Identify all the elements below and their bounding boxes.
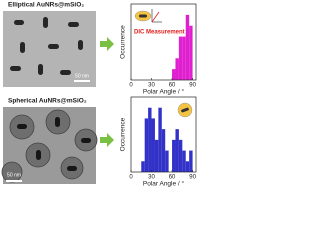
- bar: [158, 107, 162, 172]
- inset-icon: [134, 9, 162, 23]
- scale-bar-label: 50 nm: [7, 172, 21, 178]
- bar: [148, 107, 152, 172]
- arrow: [100, 37, 114, 51]
- bar: [161, 129, 166, 172]
- bar: [175, 58, 179, 80]
- bar: [154, 139, 159, 172]
- scale-bar-label: 50 nm: [75, 73, 89, 79]
- x-tick-label: 90: [189, 83, 196, 89]
- inset-icon: [177, 102, 193, 118]
- y-axis-label: Occurrence: [120, 117, 127, 151]
- bar: [178, 36, 183, 80]
- figure: Elliptical AuNRs@mSiO₂ 50 nm Spherical A…: [1, 2, 197, 188]
- bar: [144, 118, 149, 172]
- x-tick-label: 30: [148, 175, 155, 181]
- bar: [189, 150, 193, 172]
- plot-frame: [130, 3, 197, 81]
- x-axis-label: Polar Angle / °: [143, 88, 185, 96]
- x-tick-label: 60: [169, 175, 176, 181]
- bar: [165, 150, 169, 172]
- bar: [141, 161, 145, 172]
- plot-frame: [130, 96, 197, 173]
- bar: [189, 25, 193, 80]
- y-axis-label: Occurrence: [120, 25, 127, 59]
- bar: [182, 150, 186, 172]
- annotation: DIC Measurement: [134, 30, 185, 36]
- x-tick-label: 60: [169, 83, 176, 89]
- micrograph: [1, 107, 98, 184]
- x-tick-label: 0: [129, 83, 133, 89]
- panel-label: Spherical AuNRs@mSiO₂: [8, 98, 87, 105]
- panel-label: Elliptical AuNRs@mSiO₂: [8, 2, 84, 9]
- bar: [151, 118, 155, 172]
- x-tick-label: 0: [129, 175, 133, 181]
- bar: [172, 139, 176, 172]
- bar: [185, 161, 190, 172]
- x-tick-label: 90: [189, 175, 196, 181]
- x-tick-label: 30: [148, 83, 155, 89]
- bar: [182, 36, 186, 80]
- x-axis-label: Polar Angle / °: [143, 180, 185, 188]
- bar: [175, 129, 179, 172]
- bar: [185, 14, 190, 81]
- bar: [172, 69, 176, 80]
- arrow: [100, 133, 114, 147]
- bar: [178, 139, 183, 172]
- micrograph: [3, 11, 96, 87]
